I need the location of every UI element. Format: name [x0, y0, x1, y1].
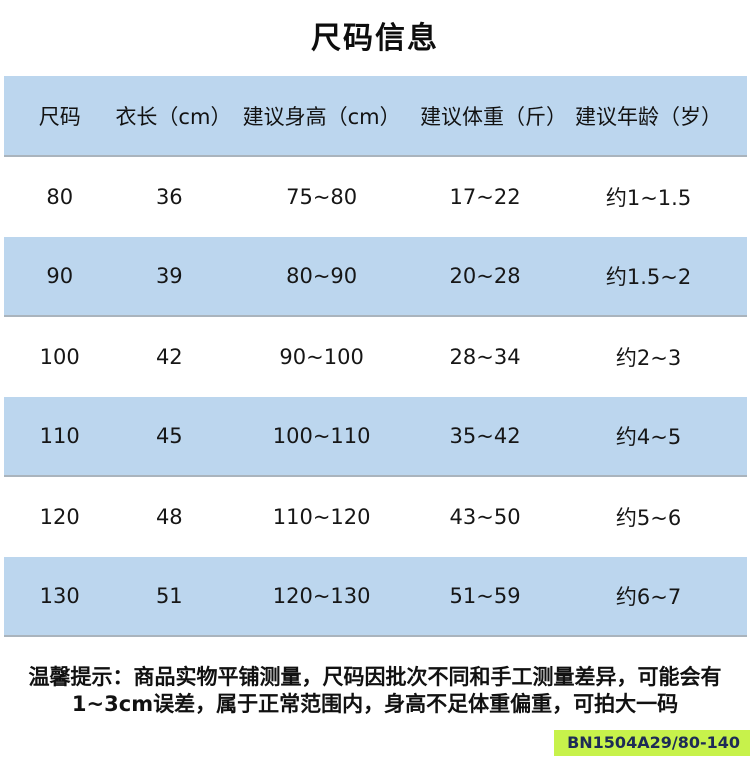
- cell-size: 100: [39, 345, 80, 369]
- cell-weight: 51~59: [449, 584, 521, 608]
- cell-age: 约5~6: [615, 506, 682, 530]
- header-cell-age: 建议年龄（岁）: [575, 104, 723, 129]
- header-cell-length: 衣长（cm）: [115, 104, 232, 129]
- cell-length: 48: [155, 505, 183, 529]
- cell-weight: 20~28: [449, 264, 521, 288]
- cell-age: 约4~5: [615, 425, 682, 449]
- cell-weight: 35~42: [449, 424, 521, 448]
- table-row: 130 51 120~130 51~59 约6~7: [4, 557, 747, 637]
- cell-age: 约6~7: [615, 585, 682, 609]
- cell-length: 45: [155, 424, 183, 448]
- cell-height: 80~90: [286, 264, 358, 288]
- cell-weight: 28~34: [449, 345, 521, 369]
- page-title: 尺码信息: [311, 21, 439, 56]
- cell-size: 120: [39, 505, 80, 529]
- cell-age: 约2~3: [615, 346, 682, 370]
- cell-length: 36: [155, 185, 183, 209]
- cell-size: 90: [46, 264, 74, 288]
- header-cell-height: 建议身高（cm）: [242, 104, 401, 129]
- table-row: 100 42 90~100 28~34 约2~3: [4, 317, 747, 397]
- table-row: 80 36 75~80 17~22 约1~1.5: [4, 157, 747, 237]
- cell-length: 42: [155, 345, 183, 369]
- cell-length: 39: [155, 264, 183, 288]
- cell-size: 130: [39, 584, 80, 608]
- header-cell-weight: 建议体重（斤）: [420, 104, 568, 129]
- cell-height: 100~110: [272, 424, 371, 448]
- header-cell-size: 尺码: [38, 104, 81, 129]
- table-header-row: 尺码 衣长（cm） 建议身高（cm） 建议体重（斤） 建议年龄（岁）: [4, 76, 747, 157]
- table-row: 110 45 100~110 35~42 约4~5: [4, 397, 747, 477]
- product-code-badge: BN1504A29/80-140: [554, 730, 750, 756]
- table-row: 90 39 80~90 20~28 约1.5~2: [4, 237, 747, 317]
- cell-height: 90~100: [279, 345, 364, 369]
- cell-age: 约1.5~2: [605, 265, 692, 289]
- cell-height: 110~120: [272, 505, 371, 529]
- cell-weight: 17~22: [449, 185, 521, 209]
- cell-size: 110: [39, 424, 80, 448]
- cell-age: 约1~1.5: [605, 186, 692, 210]
- cell-size: 80: [46, 185, 74, 209]
- cell-weight: 43~50: [449, 505, 521, 529]
- table-row: 120 48 110~120 43~50 约5~6: [4, 477, 747, 557]
- cell-height: 120~130: [272, 584, 371, 608]
- footer-note: 温馨提示：商品实物平铺测量，尺码因批次不同和手工测量差异，可能会有 1~3cm误…: [0, 664, 750, 718]
- size-table: 尺码 衣长（cm） 建议身高（cm） 建议体重（斤） 建议年龄（岁） 80 36…: [4, 76, 747, 637]
- footer-note-line1: 温馨提示：商品实物平铺测量，尺码因批次不同和手工测量差异，可能会有: [28, 665, 722, 689]
- cell-length: 51: [155, 584, 183, 608]
- cell-height: 75~80: [286, 185, 358, 209]
- footer-note-line2: 1~3cm误差，属于正常范围内，身高不足体重偏重，可拍大一码: [71, 692, 679, 716]
